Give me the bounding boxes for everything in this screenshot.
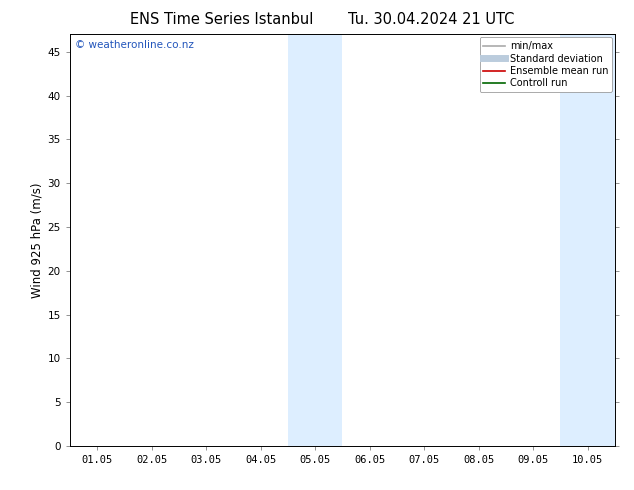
Legend: min/max, Standard deviation, Ensemble mean run, Controll run: min/max, Standard deviation, Ensemble me… — [479, 37, 612, 92]
Text: © weatheronline.co.nz: © weatheronline.co.nz — [75, 41, 194, 50]
Text: ENS Time Series Istanbul: ENS Time Series Istanbul — [130, 12, 314, 27]
Y-axis label: Wind 925 hPa (m/s): Wind 925 hPa (m/s) — [30, 182, 43, 298]
Bar — [560, 34, 615, 446]
Bar — [288, 34, 342, 446]
Text: Tu. 30.04.2024 21 UTC: Tu. 30.04.2024 21 UTC — [348, 12, 514, 27]
